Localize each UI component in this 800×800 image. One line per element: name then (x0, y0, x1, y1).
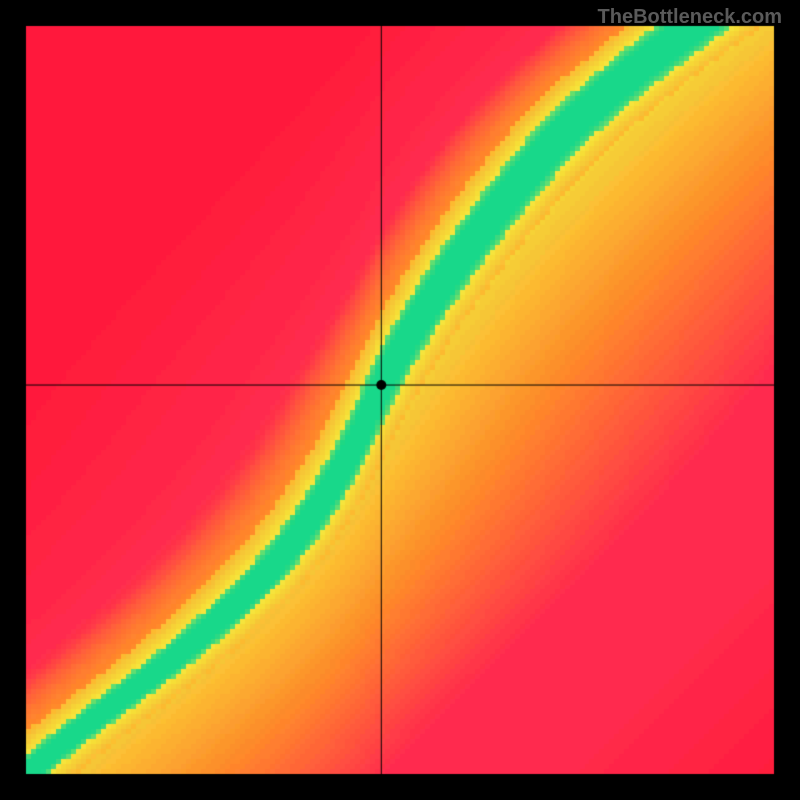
heatmap-canvas (0, 0, 800, 800)
watermark-text: TheBottleneck.com (598, 6, 782, 29)
chart-container: TheBottleneck.com (0, 0, 800, 800)
